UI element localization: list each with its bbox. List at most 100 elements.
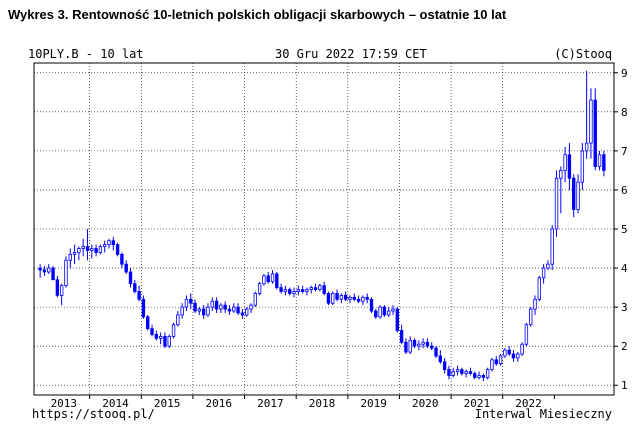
candle-body-up: [550, 228, 554, 265]
candle-body-up: [232, 306, 236, 312]
candle-body-up: [47, 267, 51, 273]
candle: [520, 342, 524, 356]
candle-body-up: [554, 177, 559, 230]
candle-body-down: [322, 285, 326, 294]
y-tick-label: 8: [621, 106, 628, 119]
candle: [546, 260, 550, 271]
chart-heading: Wykres 3. Rentowność 10-letnich polskich…: [8, 7, 507, 22]
candle: [201, 305, 206, 319]
x-tick-label: 2021: [464, 397, 491, 410]
candle: [529, 307, 533, 327]
candle-body-up: [546, 263, 550, 269]
candle: [408, 336, 412, 354]
y-tick-label: 3: [621, 301, 628, 314]
candle-body-down: [193, 302, 197, 312]
candle-body-up: [348, 296, 352, 300]
candle: [318, 283, 322, 292]
candle-body-up: [309, 287, 313, 290]
candle-body-up: [253, 293, 257, 306]
candle: [197, 307, 202, 315]
candle: [494, 355, 498, 366]
candle-body-down: [189, 298, 193, 304]
candle-body-down: [120, 253, 124, 265]
candle: [511, 350, 516, 362]
candle-body-up: [318, 285, 322, 290]
candles-layer: [38, 70, 606, 382]
datetime-label: 30 Gru 2022 17:59 CET: [275, 47, 427, 61]
candle-body-down: [356, 298, 361, 302]
candle-body-up: [98, 246, 103, 253]
candle-body-down: [352, 296, 356, 300]
interval-label: Interwal Miesieczny: [475, 407, 612, 421]
candle: [593, 88, 597, 171]
candle-body-up: [64, 259, 68, 287]
candle-body-up: [262, 275, 266, 285]
candle: [176, 311, 180, 327]
candle-body-down: [442, 361, 447, 371]
candle: [417, 340, 421, 351]
y-tick-label: 7: [621, 145, 628, 158]
candle: [124, 260, 128, 274]
y-tick-label: 1: [621, 379, 628, 392]
candle-body-up: [417, 343, 421, 347]
candle-body-down: [300, 289, 305, 292]
candle-body-down: [326, 293, 331, 304]
candle-body-up: [210, 300, 214, 308]
candle: [460, 367, 464, 376]
candle: [81, 238, 85, 257]
candle-body-up: [184, 298, 189, 308]
candle-body-down: [593, 99, 597, 167]
candle-body-up: [219, 304, 223, 310]
candle: [180, 303, 184, 319]
candle-body-down: [111, 240, 115, 246]
candle: [378, 305, 382, 319]
candle: [47, 264, 51, 274]
candle-body-down: [42, 269, 47, 273]
candle: [292, 287, 296, 298]
candle-body-down: [494, 359, 498, 365]
candle: [404, 338, 408, 354]
candle: [42, 266, 47, 276]
candle: [339, 293, 344, 304]
candle: [516, 352, 520, 362]
candle: [361, 295, 365, 306]
candle-body-up: [391, 308, 395, 312]
candle: [275, 271, 279, 290]
x-tick-label: 2017: [257, 397, 284, 410]
candle-body-up: [361, 296, 365, 302]
candle: [352, 293, 356, 302]
candle-body-up: [584, 142, 589, 152]
candle: [438, 350, 443, 364]
candle-body-down: [133, 283, 137, 292]
candle: [38, 264, 42, 278]
candle: [94, 244, 98, 257]
candle: [485, 367, 490, 380]
candle-body-down: [404, 341, 408, 353]
candle: [184, 295, 189, 312]
candle-body-up: [171, 324, 176, 337]
candle: [206, 303, 210, 317]
candle: [64, 256, 68, 288]
candle-body-up: [77, 248, 81, 253]
candle: [111, 236, 115, 251]
candle: [227, 305, 232, 315]
candle: [374, 309, 378, 319]
candle: [270, 270, 275, 284]
candle-body-down: [430, 345, 434, 349]
candle-body-up: [520, 343, 524, 355]
candle: [559, 166, 563, 214]
candle-body-up: [180, 306, 184, 316]
candle-body-up: [503, 349, 507, 357]
candle: [503, 348, 507, 358]
candle: [348, 295, 352, 304]
candle-body-down: [567, 154, 572, 179]
candle: [490, 357, 494, 372]
candle-body-up: [516, 353, 520, 359]
candle-body-down: [115, 244, 120, 255]
candle-body-up: [72, 252, 77, 255]
candle: [141, 295, 146, 319]
candle-body-up: [580, 150, 585, 183]
x-tick-label: 2013: [51, 397, 78, 410]
candle-body-down: [473, 373, 477, 378]
candle-body-down: [288, 289, 292, 294]
